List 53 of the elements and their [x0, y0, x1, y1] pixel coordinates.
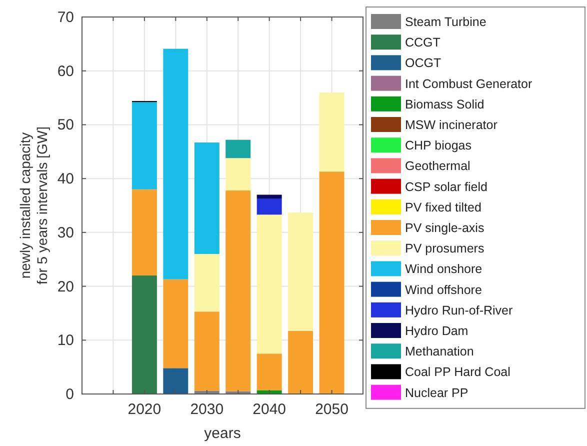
bar [163, 48, 188, 280]
bar [132, 189, 157, 276]
y-tick-label: 40 [57, 170, 74, 188]
bar [288, 212, 314, 331]
bar [256, 214, 282, 354]
y-tick-label: 60 [57, 62, 74, 80]
x-tick-label: 2030 [190, 401, 224, 418]
bar [132, 102, 157, 190]
x-tick-label: 2020 [128, 401, 162, 418]
legend-label: CCGT [405, 36, 441, 50]
legend-label: PV prosumers [405, 242, 484, 256]
legend-label: Steam Turbine [405, 15, 486, 29]
bar [194, 254, 220, 312]
legend-label: MSW incinerator [405, 118, 498, 132]
bar [226, 158, 251, 190]
bar [132, 276, 157, 394]
bar [163, 368, 188, 394]
x-tick-label: 2040 [252, 401, 286, 418]
bar [163, 279, 188, 368]
bar [256, 354, 282, 390]
y-tick-label: 20 [57, 278, 74, 296]
bar [319, 172, 344, 394]
bar [319, 92, 344, 172]
y-tick-label: 50 [57, 116, 74, 134]
y-tick-label: 0 [66, 386, 74, 403]
legend-label: Wind onshore [405, 262, 482, 276]
legend-label: Coal PP Hard Coal [405, 365, 510, 380]
legend-label: CHP biogas [405, 138, 472, 153]
legend-label: Geothermal [405, 159, 470, 174]
bar [256, 198, 282, 215]
legend-label: Biomass Solid [405, 97, 484, 112]
x-axis-title: years [204, 425, 241, 442]
y-axis-title: newly installed capacity for 5 years intervals [GW] [17, 126, 50, 284]
legend-label: CSP solar field [405, 180, 488, 194]
bar [288, 330, 314, 394]
y-tick-label: 10 [57, 332, 74, 350]
legend-label: PV single-axis [405, 221, 484, 235]
y-tick-label: 30 [57, 224, 74, 242]
legend-label: PV fixed tilted [405, 200, 482, 214]
legend-label: Wind offshore [405, 282, 482, 297]
legend-label: Hydro Dam [405, 324, 468, 338]
y-tick-label: 70 [57, 9, 74, 26]
bar [226, 140, 251, 158]
bar [194, 142, 220, 254]
legend-label: Hydro Run-of-River [405, 303, 513, 318]
legend-label: Int Combust Generator [405, 76, 532, 91]
x-tick-label: 2050 [315, 401, 348, 418]
bar [226, 190, 251, 392]
legend-label: Methanation [405, 344, 474, 359]
legend-label: Nuclear PP [405, 386, 468, 400]
bar [194, 312, 220, 391]
legend-label: OCGT [405, 56, 442, 70]
bar [256, 194, 282, 198]
